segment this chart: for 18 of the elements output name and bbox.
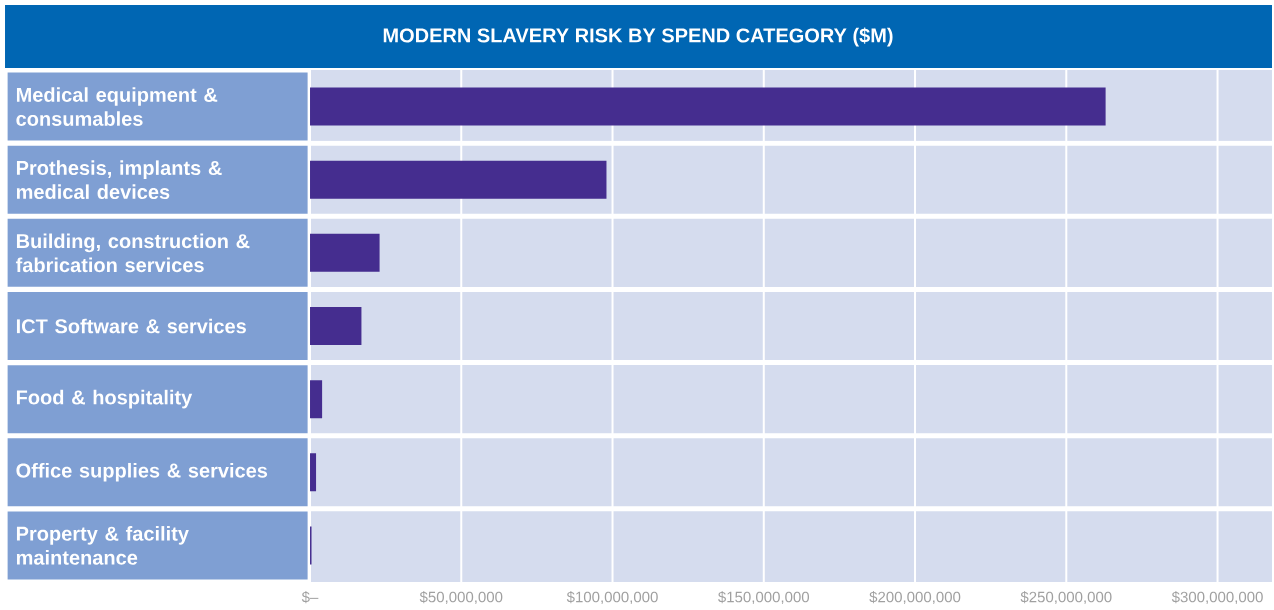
chart-title: MODERN SLAVERY RISK BY SPEND CATEGORY ($M) [383, 27, 893, 47]
bar [310, 307, 362, 345]
y-tick-label: Property & facility maintenance [16, 526, 189, 565]
y-tick-label: Prothesis, implants & medical devices [16, 160, 222, 200]
x-tick-label: $150,000,000 [718, 591, 810, 605]
y-tick-label: ICT Software & services [16, 318, 246, 334]
x-tick-label: $50,000,000 [419, 591, 503, 605]
x-tick-label: $100,000,000 [566, 591, 658, 605]
bar [310, 233, 380, 272]
y-tick-label: Building, construction & fabrication services [15, 233, 250, 273]
x-tick-label: $250,000,000 [1020, 591, 1112, 605]
y-tick-label: Medical equipment & consumables [16, 87, 218, 126]
y-tick-label: Food & hospitality [16, 389, 193, 409]
x-tick-label: $200,000,000 [869, 591, 961, 605]
x-tick-label: $– [301, 591, 319, 604]
bar [310, 380, 323, 419]
y-tick-label: Office supplies & services [16, 462, 268, 482]
x-tick-label: $300,000,000 [1171, 591, 1263, 605]
